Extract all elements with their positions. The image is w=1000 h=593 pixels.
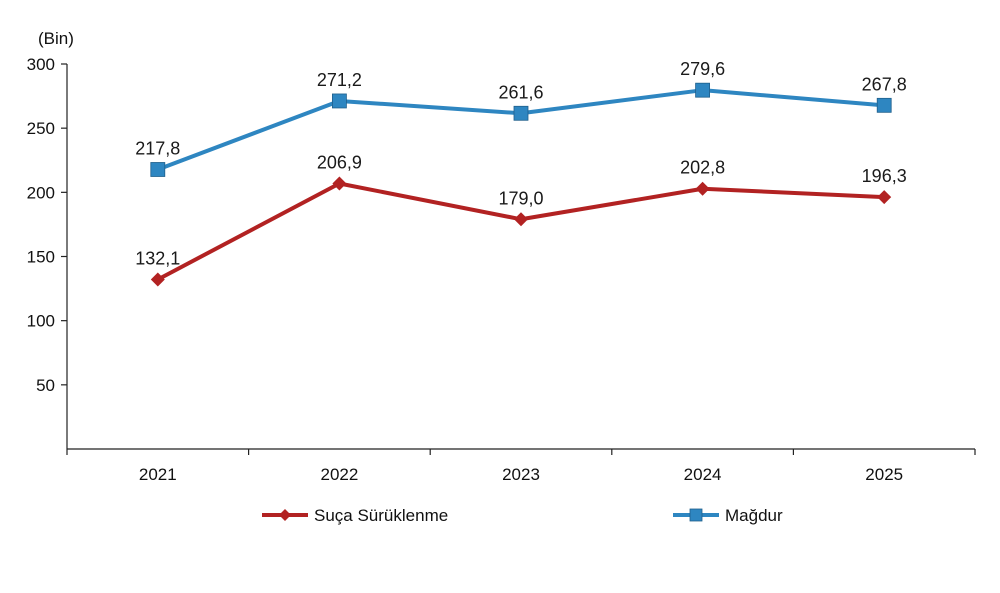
y-tick-label: 300	[27, 55, 55, 74]
data-label: 271,2	[317, 70, 362, 90]
legend-label: Suça Sürüklenme	[314, 506, 448, 525]
series-point-square	[689, 508, 703, 522]
series-point-diamond	[695, 181, 710, 196]
y-unit-label: (Bin)	[38, 29, 74, 48]
x-ticks: 2021 2022 2023 2024 2025	[66, 449, 976, 484]
series-point-square	[331, 93, 347, 109]
x-tick-label: 2025	[865, 465, 903, 484]
series-point-square	[876, 97, 892, 113]
legend: Suça Sürüklenme Mağdur	[262, 506, 783, 525]
x-tick-label: 2023	[502, 465, 540, 484]
x-tick-label: 2021	[139, 465, 177, 484]
data-label: 261,6	[498, 82, 543, 102]
data-labels: 132,1 206,9 179,0 202,8 196,3 217,8 271,2 261,6…	[135, 59, 906, 268]
x-tick-label: 2024	[684, 465, 722, 484]
series-point-diamond	[877, 190, 892, 205]
data-label: 179,0	[498, 188, 543, 208]
y-ticks: 50 100 150 200 250 300	[27, 55, 67, 395]
data-label: 202,8	[680, 158, 725, 178]
y-tick-label: 150	[27, 248, 55, 267]
series-point-diamond	[279, 509, 291, 521]
legend-label: Mağdur	[725, 506, 783, 525]
series-point-diamond	[150, 272, 165, 287]
data-label: 217,8	[135, 138, 180, 158]
series	[150, 82, 892, 287]
data-label: 279,6	[680, 59, 725, 79]
series-point-diamond	[332, 176, 347, 191]
y-tick-label: 50	[36, 376, 55, 395]
y-tick-label: 200	[27, 183, 55, 202]
y-tick-label: 250	[27, 119, 55, 138]
series-point-square	[150, 162, 166, 177]
data-label: 206,9	[317, 152, 362, 172]
series-point-square	[513, 105, 529, 121]
data-label: 132,1	[135, 248, 180, 268]
series-point-square	[695, 82, 710, 98]
x-tick-label: 2022	[320, 465, 358, 484]
y-tick-label: 100	[27, 312, 55, 331]
data-label: 196,3	[862, 166, 907, 186]
series-point-diamond	[514, 212, 528, 227]
data-label: 267,8	[862, 74, 907, 94]
